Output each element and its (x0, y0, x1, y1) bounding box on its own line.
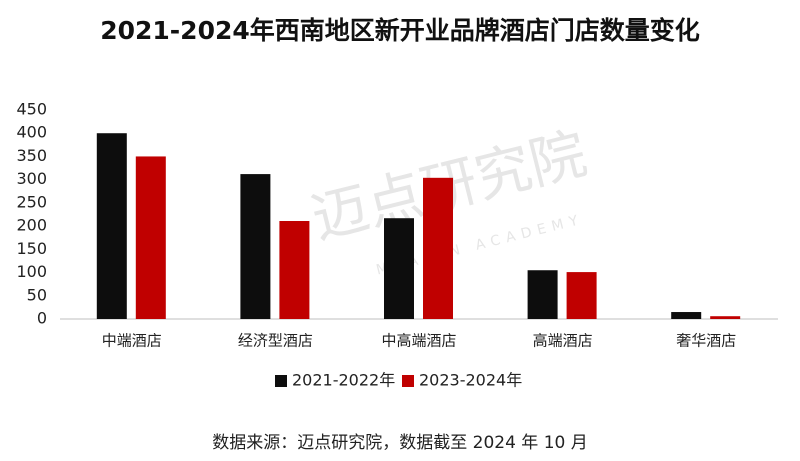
chart-title: 2021-2024年西南地区新开业品牌酒店门店数量变化 (100, 16, 700, 45)
bar (96, 133, 127, 319)
bar (423, 177, 453, 319)
bar (566, 272, 597, 319)
y-tick-label: 200 (16, 216, 47, 235)
source-note: 数据来源：迈点研究院，数据截至 2024 年 10 月 (212, 433, 588, 453)
bar (384, 218, 414, 319)
x-tick-label: 奢华酒店 (676, 332, 736, 350)
legend-swatch (275, 375, 287, 387)
y-tick-label: 150 (16, 239, 47, 258)
x-tick-label: 经济型酒店 (238, 332, 313, 350)
x-tick-label: 高端酒店 (533, 332, 593, 350)
bar (135, 156, 166, 319)
y-tick-label: 350 (16, 146, 47, 165)
bar (671, 312, 702, 319)
bar (527, 270, 558, 319)
bar (240, 174, 271, 319)
y-tick-label: 300 (16, 169, 47, 188)
x-tick-label: 中端酒店 (102, 332, 162, 350)
y-tick-label: 450 (16, 100, 47, 119)
legend-swatch (402, 375, 414, 387)
bar (279, 221, 310, 319)
legend-label: 2023-2024年 (419, 371, 522, 390)
y-tick-label: 100 (16, 262, 47, 281)
y-tick-label: 250 (16, 192, 47, 211)
y-tick-label: 400 (16, 123, 47, 142)
bar (710, 316, 741, 319)
y-tick-label: 0 (37, 309, 47, 328)
x-tick-label: 中高端酒店 (381, 332, 456, 350)
legend-label: 2021-2022年 (292, 371, 395, 390)
y-tick-label: 50 (27, 285, 47, 304)
